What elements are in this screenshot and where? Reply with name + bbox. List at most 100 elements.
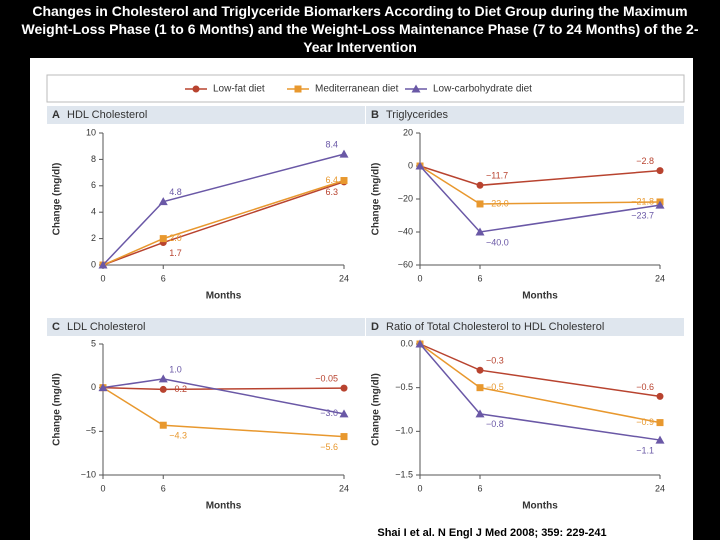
- value-label: −0.6: [636, 382, 654, 392]
- y-tick-label: −5: [86, 426, 96, 436]
- panel-letter: C: [52, 321, 60, 333]
- x-tick-label: 6: [161, 273, 166, 283]
- marker: [339, 149, 349, 158]
- y-tick-label: 20: [403, 127, 413, 137]
- value-label: −0.5: [486, 382, 504, 392]
- y-tick-label: −20: [398, 193, 413, 203]
- panel-header: [366, 106, 684, 124]
- panel-letter: D: [371, 321, 379, 333]
- value-label: 6.4: [325, 175, 338, 185]
- marker: [294, 85, 302, 93]
- y-tick-label: 0: [91, 259, 96, 269]
- x-tick-label: 0: [417, 483, 422, 493]
- value-label: −40.0: [486, 237, 509, 247]
- marker: [476, 181, 484, 189]
- value-label: −0.05: [315, 373, 338, 383]
- y-tick-label: 6: [91, 180, 96, 190]
- y-axis-label: Change (mg/dl): [52, 163, 63, 236]
- y-axis-label: Change (mg/dl): [371, 373, 382, 446]
- y-tick-label: 0.0: [400, 338, 413, 348]
- marker: [656, 167, 664, 175]
- y-tick-label: −10: [81, 469, 96, 479]
- marker: [655, 435, 665, 444]
- x-tick-label: 6: [161, 483, 166, 493]
- value-label: −1.1: [636, 445, 654, 455]
- value-label: −23.7: [631, 210, 654, 220]
- marker: [158, 197, 168, 206]
- value-label: −0.2: [169, 384, 187, 394]
- marker: [340, 433, 348, 441]
- figure-panel: [30, 58, 693, 540]
- slide-title: Changes in Cholesterol and Triglyceride …: [21, 3, 699, 55]
- panel-title: Triglycerides: [386, 109, 448, 121]
- x-tick-label: 24: [339, 483, 349, 493]
- marker: [476, 200, 484, 208]
- x-axis-label: Months: [206, 291, 242, 302]
- value-label: 6.3: [325, 187, 338, 197]
- value-label: −0.8: [486, 419, 504, 429]
- value-label: −11.7: [486, 171, 508, 181]
- marker: [158, 374, 168, 383]
- marker: [655, 200, 665, 209]
- panel-letter: B: [371, 109, 379, 121]
- legend-label: Low-carbohydrate diet: [433, 84, 532, 95]
- value-label: 2.0: [169, 233, 182, 243]
- y-axis-label: Change (mg/dl): [52, 373, 63, 446]
- value-label: −0.9: [636, 417, 654, 427]
- y-tick-label: 4: [91, 207, 96, 217]
- value-label: 1.7: [169, 248, 182, 258]
- x-axis-label: Months: [522, 501, 558, 512]
- value-label: −4.3: [169, 431, 187, 441]
- y-tick-label: 0: [91, 382, 96, 392]
- x-tick-label: 0: [417, 273, 422, 283]
- marker: [415, 161, 425, 170]
- y-tick-label: 0: [408, 160, 413, 170]
- marker: [656, 392, 664, 400]
- value-label: 1.0: [169, 364, 182, 374]
- panel-title: LDL Cholesterol: [67, 321, 145, 333]
- x-tick-label: 6: [477, 483, 482, 493]
- y-tick-label: −0.5: [395, 382, 413, 392]
- value-label: −2.8: [636, 156, 654, 166]
- value-label: 4.8: [169, 187, 182, 197]
- x-tick-label: 24: [339, 273, 349, 283]
- marker: [475, 409, 485, 418]
- marker: [476, 366, 484, 374]
- marker: [192, 85, 200, 93]
- y-tick-label: −1.5: [395, 469, 413, 479]
- source: Shai I et al. N Engl J Med 2008; 359: 22…: [377, 527, 606, 539]
- panel-letter: A: [52, 109, 60, 121]
- y-tick-label: −40: [398, 226, 413, 236]
- y-tick-label: 10: [86, 127, 96, 137]
- y-tick-label: 5: [91, 338, 96, 348]
- x-tick-label: 24: [655, 273, 665, 283]
- marker: [340, 177, 348, 185]
- marker: [475, 227, 485, 236]
- marker: [159, 385, 167, 393]
- x-tick-label: 0: [100, 483, 105, 493]
- x-tick-label: 0: [100, 273, 105, 283]
- legend-label: Mediterranean diet: [315, 84, 399, 95]
- marker: [98, 383, 108, 392]
- panel-header: [47, 318, 365, 336]
- marker: [159, 235, 167, 243]
- y-axis-label: Change (mg/dl): [371, 163, 382, 236]
- legend-label: Low-fat diet: [213, 84, 265, 95]
- panel-header: [47, 106, 365, 124]
- marker: [415, 339, 425, 348]
- x-tick-label: 6: [477, 273, 482, 283]
- y-tick-label: 8: [91, 154, 96, 164]
- value-label: −0.3: [486, 356, 504, 366]
- x-axis-label: Months: [522, 291, 558, 302]
- marker: [476, 384, 484, 392]
- value-label: −3.0: [320, 408, 338, 418]
- value-label: −23.0: [486, 198, 509, 208]
- value-label: −21.8: [631, 196, 654, 206]
- x-tick-label: 24: [655, 483, 665, 493]
- x-axis-label: Months: [206, 501, 242, 512]
- value-label: 8.4: [325, 139, 338, 149]
- y-tick-label: −60: [398, 259, 413, 269]
- marker: [656, 419, 664, 427]
- marker: [340, 384, 348, 392]
